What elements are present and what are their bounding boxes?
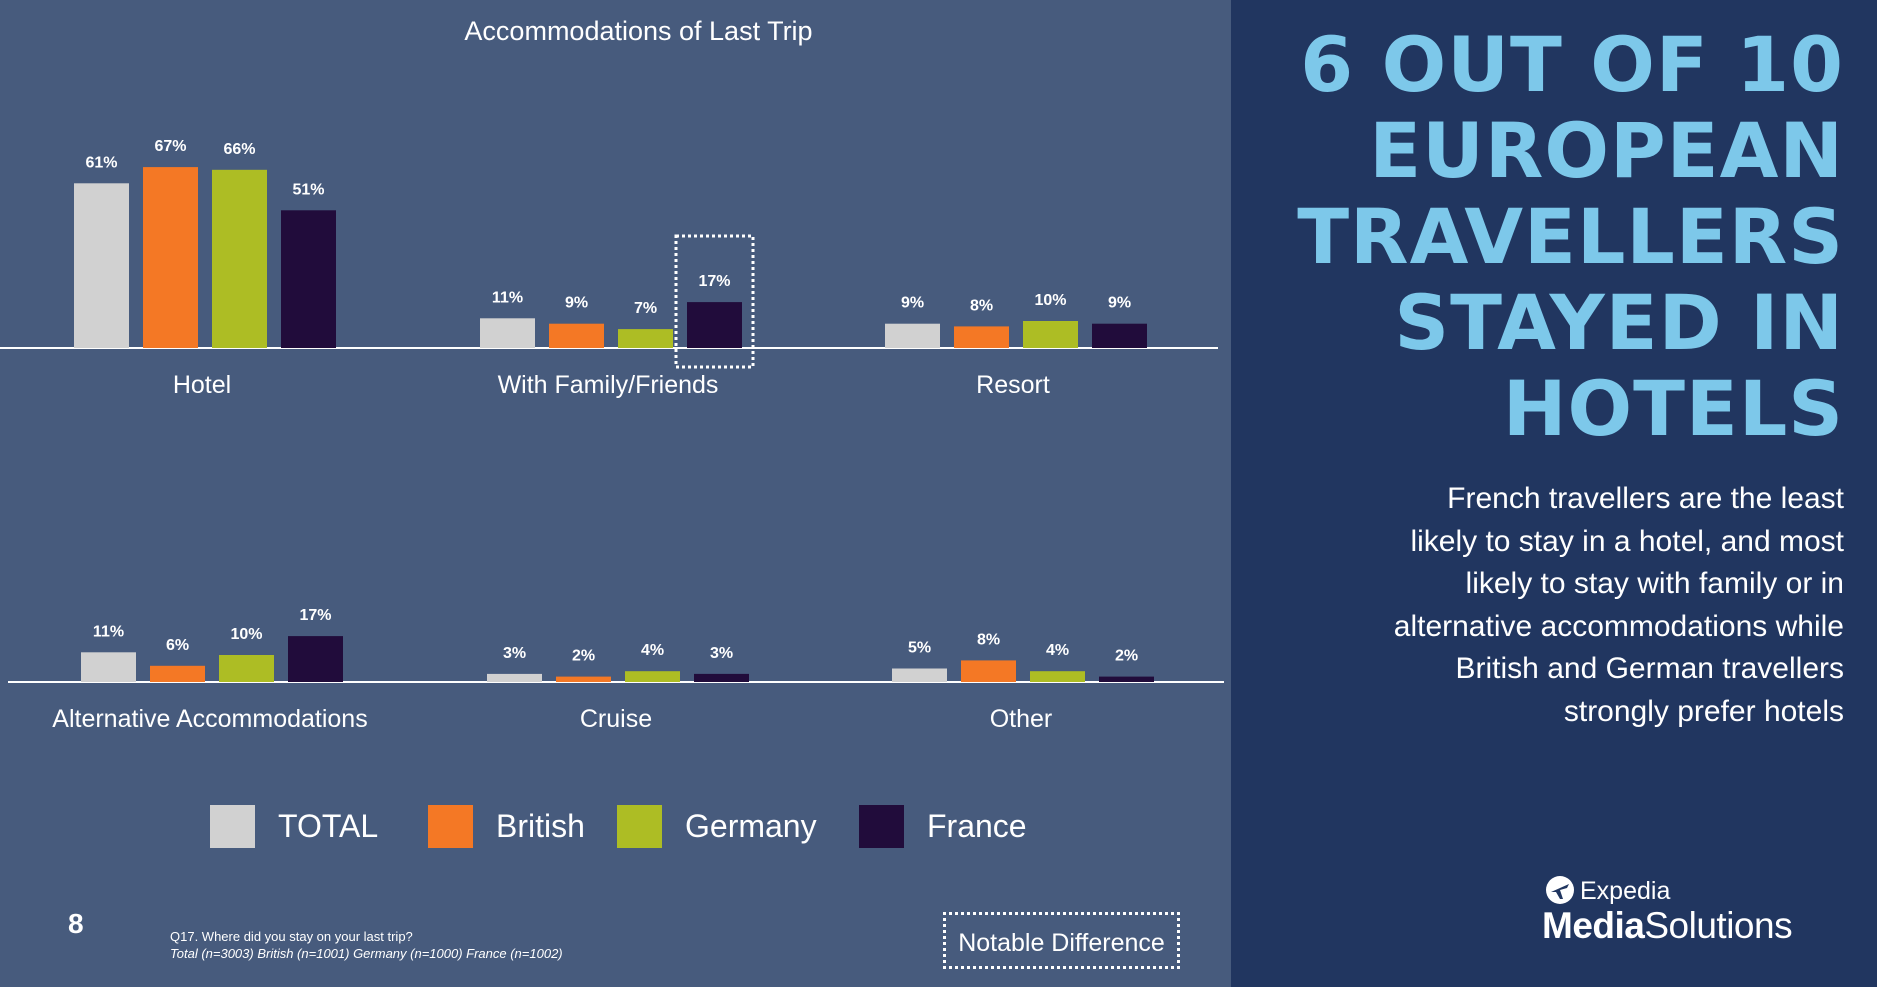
body-text-line: strongly prefer hotels: [1563, 694, 1844, 728]
data-label-cruise-germany: 4%: [641, 642, 664, 659]
data-label-other-total: 5%: [908, 640, 931, 657]
category-label-hotel: Hotel: [173, 371, 231, 399]
data-label-cruise-british: 2%: [572, 648, 595, 665]
body-text-line: French travellers are the least: [1447, 482, 1844, 515]
legend-label-total: TOTAL: [278, 808, 379, 844]
bar-resort-germany: [1023, 321, 1078, 348]
category-label-other: Other: [990, 705, 1053, 733]
page-number: 8: [68, 908, 84, 939]
data-label-cruise-total: 3%: [503, 645, 526, 662]
right-panel: 6 OUT OF 10 EUROPEAN TRAVELLERS STAYED I…: [1231, 0, 1877, 987]
chart-legend: TOTAL British Germany France: [0, 800, 1231, 860]
footnote-question: Q17. Where did you stay on your last tri…: [170, 929, 413, 944]
data-label-hotel-france: 51%: [292, 181, 324, 198]
logo-text-media: Media: [1542, 905, 1645, 946]
bar-hotel-british: [143, 167, 198, 348]
expedia-media-solutions-logo: Expedia MediaSolutions: [1542, 873, 1832, 953]
bar-alternative-accommodations-france: [288, 636, 343, 682]
data-label-hotel-british: 67%: [154, 138, 186, 155]
bar-other-british: [961, 660, 1016, 682]
bar-alternative-accommodations-germany: [219, 655, 274, 682]
data-label-with-family-friends-british: 9%: [565, 295, 588, 312]
bar-other-france: [1099, 676, 1154, 682]
data-label-other-british: 8%: [977, 631, 1000, 648]
bar-alternative-accommodations-total: [81, 652, 136, 682]
data-label-resort-british: 8%: [970, 297, 993, 314]
data-label-other-france: 2%: [1115, 648, 1138, 665]
headline-line: HOTELS: [1502, 364, 1844, 453]
legend-swatch-germany: [617, 805, 662, 848]
data-label-hotel-germany: 66%: [223, 141, 255, 158]
notable-difference-highlight: [674, 234, 755, 369]
data-label-other-germany: 4%: [1046, 642, 1069, 659]
bar-with-family-friends-british: [549, 323, 604, 348]
data-label-resort-germany: 10%: [1034, 292, 1066, 309]
category-label-cruise: Cruise: [580, 705, 652, 733]
footnote: Q17. Where did you stay on your last tri…: [170, 928, 563, 962]
headline-line: TRAVELLERS: [1297, 192, 1844, 281]
plane-globe-icon: [1546, 876, 1574, 904]
notable-difference-key: Notable Difference: [943, 912, 1180, 969]
data-label-resort-france: 9%: [1108, 295, 1131, 312]
bar-with-family-friends-total: [480, 318, 535, 348]
body-text-line: likely to stay with family or in: [1465, 567, 1844, 600]
body-text-line: British and German travellers: [1455, 652, 1844, 685]
logo-text-expedia: Expedia: [1580, 877, 1671, 905]
chart-title: Accommodations of Last Trip: [464, 16, 813, 46]
body-text-line: alternative accommodations while: [1393, 609, 1844, 643]
logo-text-media-solutions: MediaSolutions: [1542, 905, 1793, 947]
data-label-alternative-accommodations-british: 6%: [166, 637, 189, 654]
legend-swatch-british: [428, 805, 473, 848]
data-label-resort-total: 9%: [901, 295, 924, 312]
bar-with-family-friends-france: [687, 302, 742, 348]
data-label-alternative-accommodations-total: 11%: [93, 623, 124, 640]
data-label-cruise-france: 3%: [710, 645, 733, 662]
headline-line: EUROPEAN: [1369, 106, 1844, 195]
bar-other-germany: [1030, 671, 1085, 682]
legend-swatch-total: [210, 805, 255, 848]
legend-label-british: British: [496, 808, 585, 844]
headline-line: STAYED IN: [1394, 278, 1844, 367]
data-label-with-family-friends-france: 17%: [698, 273, 730, 290]
body-text-line: likely to stay in a hotel, and most: [1410, 524, 1844, 558]
bar-other-total: [892, 668, 947, 682]
bar-resort-british: [954, 326, 1009, 348]
logo-text-solutions: Solutions: [1644, 905, 1793, 946]
category-label-resort: Resort: [976, 371, 1050, 399]
bar-hotel-germany: [212, 169, 267, 348]
bar-with-family-friends-germany: [618, 329, 673, 348]
legend-swatch-france: [859, 805, 904, 848]
headline-line: 6 OUT OF 10: [1300, 20, 1844, 109]
category-label-alternative-accommodations: Alternative Accommodations: [52, 705, 367, 733]
body-text: French travellers are the least likely t…: [1284, 478, 1844, 733]
bar-resort-total: [885, 323, 940, 348]
data-label-with-family-friends-germany: 7%: [634, 300, 657, 317]
legend-label-france: France: [927, 808, 1027, 844]
bar-hotel-france: [281, 210, 336, 348]
category-label-with-family-friends: With Family/Friends: [498, 371, 719, 399]
bar-chart: 61% 67% 66% 51% Hotel 11% 9% 7% 17% With Family/F…: [0, 138, 1224, 733]
headline: 6 OUT OF 10 EUROPEAN TRAVELLERS STAYED I…: [1224, 22, 1844, 452]
data-label-alternative-accommodations-germany: 10%: [230, 626, 262, 643]
bar-alternative-accommodations-british: [150, 665, 205, 682]
footnote-sample-base: Total (n=3003) British (n=1001) Germany …: [170, 946, 563, 961]
bar-cruise-germany: [625, 671, 680, 682]
bar-cruise-france: [694, 673, 749, 682]
data-label-with-family-friends-total: 11%: [492, 289, 523, 306]
bar-hotel-total: [74, 183, 129, 348]
data-label-alternative-accommodations-france: 17%: [299, 607, 331, 624]
bar-cruise-british: [556, 676, 611, 682]
bar-resort-france: [1092, 323, 1147, 348]
data-label-hotel-total: 61%: [85, 154, 117, 171]
legend-label-germany: Germany: [685, 808, 817, 844]
bar-cruise-total: [487, 673, 542, 682]
